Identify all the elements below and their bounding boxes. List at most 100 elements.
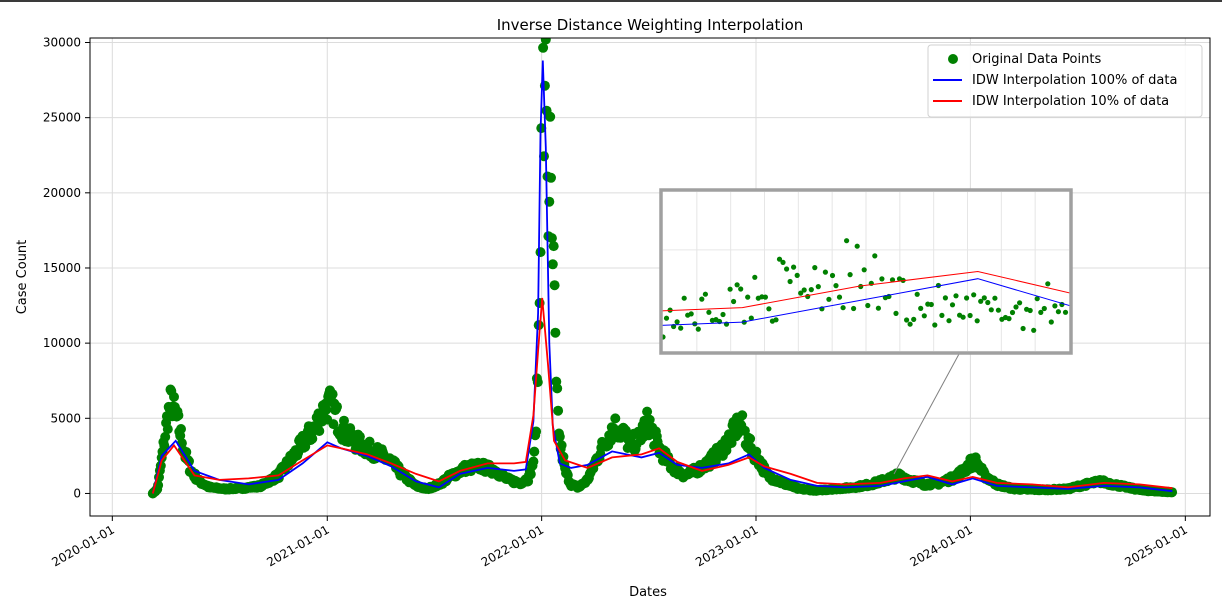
inset-scatter-point [967, 312, 973, 319]
legend-label-idw-10: IDW Interpolation 10% of data [972, 94, 1169, 109]
inset-scatter-point [731, 298, 737, 305]
x-tick-label: 2023-01-01 [693, 522, 760, 569]
scatter-point [332, 401, 342, 412]
inset-scatter-point [971, 292, 977, 298]
inset-scatter-point [773, 317, 779, 323]
y-tick-label: 25000 [43, 111, 81, 125]
inset-scatter-point [706, 309, 712, 315]
inset-scatter-point [699, 296, 705, 302]
inset-scatter-point [812, 265, 818, 271]
scatter-point [525, 469, 536, 480]
inset-scatter-point [791, 264, 797, 270]
inset-scatter-point [879, 276, 885, 282]
inset-scatter-point [1017, 300, 1023, 306]
scatter-point [160, 431, 171, 442]
scatter-point [610, 413, 621, 424]
inset-connector-line [893, 353, 960, 475]
y-tick-label: 10000 [43, 336, 81, 350]
inset-scatter-point [702, 291, 709, 297]
legend: Original Data Points IDW Interpolation 1… [927, 44, 1203, 118]
inset-scatter-point [889, 277, 896, 283]
inset-scatter-point [904, 317, 910, 323]
scatter-point [159, 440, 170, 451]
inset-scatter-point [663, 315, 670, 321]
inset-scatter-point [798, 290, 804, 296]
inset-scatter-point [734, 282, 740, 288]
plot-area [147, 38, 1178, 499]
inset-scatter-point [861, 267, 867, 273]
scatter-point [173, 410, 184, 421]
y-tick-label: 30000 [43, 36, 81, 50]
inset-scatter-point [1034, 296, 1040, 302]
y-tick-label: 0 [73, 486, 81, 500]
inset-scatter-point [1013, 304, 1019, 310]
inset-scatter-point [752, 274, 758, 280]
inset-scatter-point [981, 295, 987, 301]
scatter-point [546, 172, 556, 183]
scatter-point [169, 391, 179, 402]
inset-scatter-point [964, 295, 970, 301]
inset-scatter-point [851, 305, 857, 312]
inset-scatter-point [681, 295, 687, 301]
scatter-point [327, 389, 338, 400]
inset-scatter-point [801, 287, 807, 293]
inset-scatter-point [1062, 309, 1069, 315]
scatter-point [339, 415, 349, 426]
inset-scatter-point [829, 272, 836, 279]
scatter-point [321, 404, 332, 415]
inset-scatter-point [766, 306, 772, 312]
scatter-point [547, 259, 558, 270]
inset-scatter-point [928, 301, 934, 308]
inset-scatter-point [953, 293, 959, 299]
inset-scatter-point [1006, 316, 1012, 322]
chart-title: Inverse Distance Weighting Interpolation [497, 16, 804, 34]
inset-scatter-point [907, 321, 913, 327]
inset-scatter-point [787, 278, 793, 285]
inset-scatter-point [872, 253, 878, 259]
inset-scatter-point [727, 286, 733, 292]
inset-scatter-point [1055, 309, 1061, 315]
scatter-point [544, 196, 555, 207]
scatter-point [529, 446, 540, 457]
inset-scatter-point [942, 295, 949, 301]
inset-scatter-point [1048, 319, 1054, 325]
scatter-point [550, 327, 561, 338]
legend-label-scatter: Original Data Points [972, 52, 1101, 67]
scatter-point [556, 440, 567, 451]
inset-scatter-point [960, 314, 966, 320]
inset-scatter-point [805, 293, 811, 300]
inset-scatter-point [911, 316, 917, 322]
inset-frame [659, 188, 1073, 355]
inset-scatter-point [974, 318, 980, 324]
inset-scatter-point [808, 287, 814, 293]
y-tick-label: 5000 [50, 411, 81, 425]
inset-scatter-point [822, 269, 829, 275]
scatter-point [1167, 487, 1178, 498]
window-top-border [0, 0, 1222, 2]
inset-scatter-point [762, 294, 769, 300]
scatter-point [314, 426, 325, 436]
x-tick-label: 2021-01-01 [264, 522, 331, 569]
inset-scatter-point [932, 322, 938, 328]
inset-scatter-point [854, 243, 860, 249]
inset-scatter-point [745, 294, 751, 300]
scatter-point [538, 42, 549, 53]
inset-scatter-point [738, 286, 744, 292]
idw-line-10pct [151, 297, 1173, 494]
inset-scatter-point [865, 302, 871, 309]
y-tick-label: 20000 [43, 186, 81, 200]
scatter-point [546, 233, 557, 244]
x-axis-ticks: 2020-01-01 2021-01-01 2022-01-01 2023-01-01… [49, 516, 1190, 569]
scatter-point [737, 410, 748, 421]
scatter-point [300, 441, 311, 452]
scatter-point [162, 424, 173, 435]
y-axis-ticks: 0 5000 10000 15000 20000 25000 30000 [43, 36, 90, 500]
scatter-point [552, 383, 563, 394]
inset-scatter-point [1009, 309, 1016, 316]
inset-plot-area [661, 238, 1071, 340]
scatter-point [540, 38, 551, 45]
inset-idw-line-100pct [661, 278, 1071, 326]
inset-scatter-point [946, 318, 952, 324]
inset-scatter-point [794, 272, 800, 278]
